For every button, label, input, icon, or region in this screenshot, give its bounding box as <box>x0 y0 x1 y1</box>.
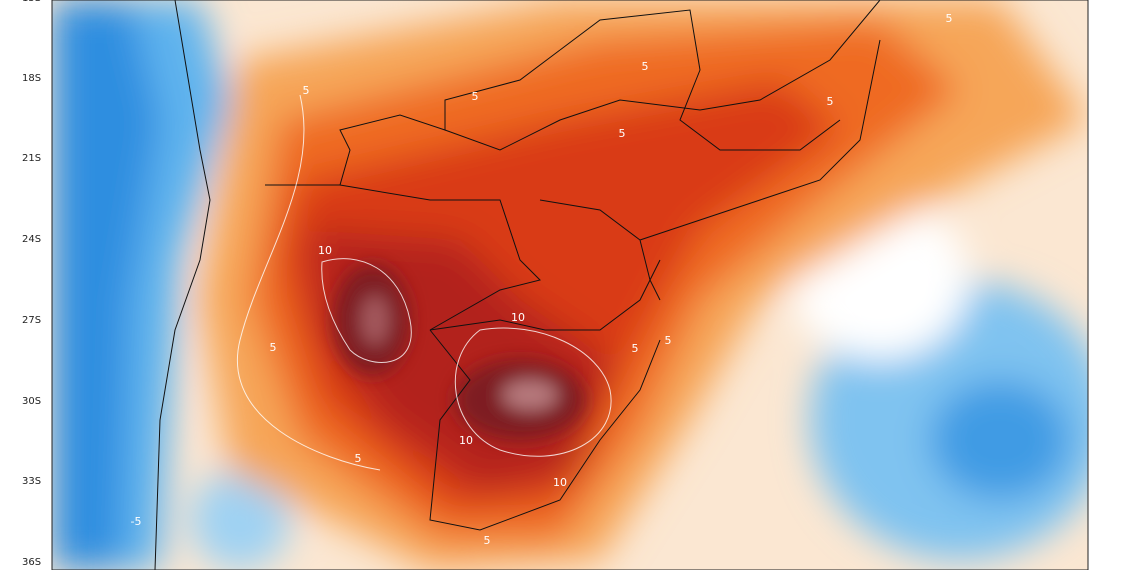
contour-label: 5 <box>484 534 491 547</box>
borders <box>154 0 881 570</box>
contour-label: 5 <box>355 452 362 465</box>
contour-label: 10 <box>553 476 567 489</box>
latitude-label: 33S <box>22 476 41 487</box>
latitude-label: 36S <box>22 557 41 568</box>
contour-label: 5 <box>619 127 626 140</box>
contour-label: 5 <box>270 341 277 354</box>
latitude-label: 21S <box>22 153 41 164</box>
contour-label: 10 <box>318 244 332 257</box>
contour-label: 5 <box>472 90 479 103</box>
contour-label: 5 <box>642 60 649 73</box>
latitude-label: 15S <box>22 0 41 4</box>
latitude-label: 24S <box>22 234 41 245</box>
latitude-label: 27S <box>22 315 41 326</box>
latitude-label: 30S <box>22 396 41 407</box>
contours <box>237 94 612 471</box>
contour-label: 5 <box>827 95 834 108</box>
labels: 15S 18S 21S 24S 27S 30S 33S 36S 5 5 5 5 5 5 5 5 5 5 5 10 10 1… <box>22 0 953 568</box>
contour-label: 10 <box>511 311 525 324</box>
contour-label: 5 <box>946 12 953 25</box>
contour-label: 10 <box>459 434 473 447</box>
anomaly-field <box>52 0 1088 570</box>
contour-label: -5 <box>131 515 142 528</box>
contour-label: 5 <box>632 342 639 355</box>
contour-label: 5 <box>303 84 310 97</box>
latitude-label: 18S <box>22 73 41 84</box>
contour-label: 5 <box>665 334 672 347</box>
